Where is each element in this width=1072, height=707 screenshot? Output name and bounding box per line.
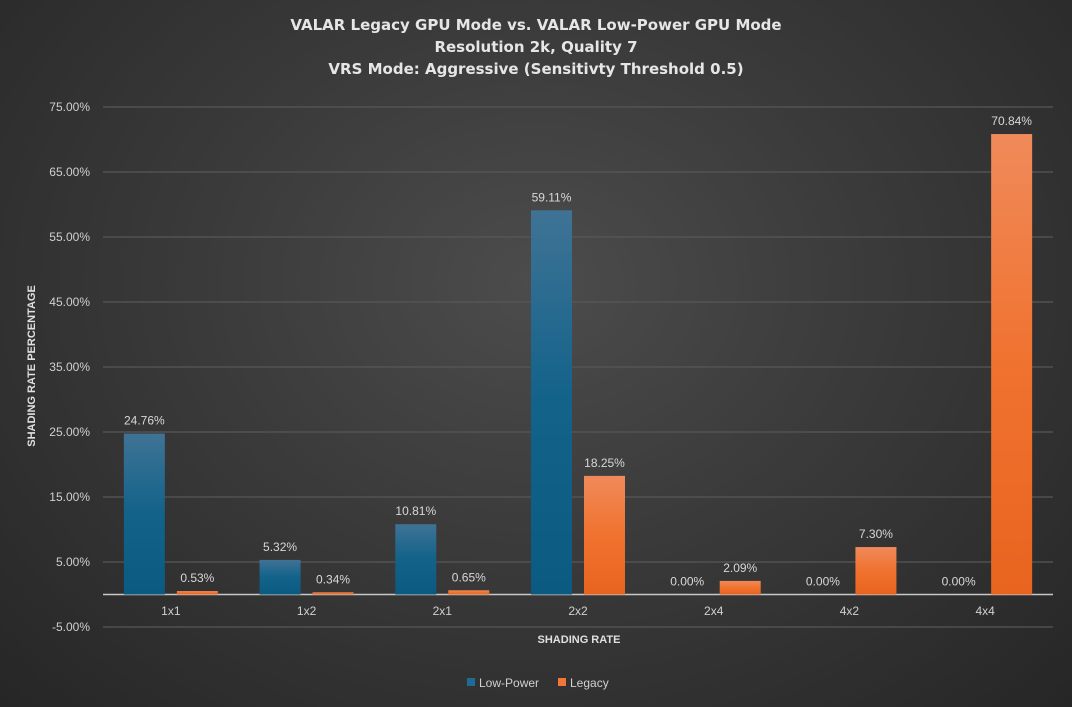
bar-legacy-4x4 (991, 134, 1033, 595)
chart-title: VALAR Legacy GPU Mode vs. VALAR Low-Powe… (290, 16, 781, 78)
x-axis-label: SHADING RATE (538, 634, 621, 646)
data-label: 0.65% (452, 570, 486, 584)
x-tick-label: 2x1 (433, 604, 453, 618)
bars: 24.76% 0.53% 5.32% 0.34% 10.81% 0.65% 59.11% 18… (123, 114, 1033, 595)
data-label: 7.30% (859, 527, 893, 541)
legend: Low-Power Legacy (467, 676, 609, 690)
legend-swatch-legacy (558, 678, 566, 686)
y-tick-label: 5.00% (56, 555, 90, 569)
data-label: 5.32% (263, 540, 297, 554)
bar-legacy-1x1 (176, 591, 218, 595)
data-label: 18.25% (584, 456, 625, 470)
legend-label: Legacy (570, 676, 609, 690)
data-label: 59.11% (532, 190, 572, 204)
bar-low-power-2x2 (531, 210, 572, 595)
bar-legacy-4x2 (855, 547, 897, 595)
y-tick-label: 25.00% (49, 425, 90, 439)
bar-legacy-2x2 (584, 475, 625, 595)
y-tick-label: 45.00% (49, 295, 90, 309)
title-line: Resolution 2k, Quality 7 (434, 38, 637, 56)
data-label: 70.84% (991, 114, 1032, 128)
title-line: VRS Mode: Aggressive (Sensitivty Thresho… (328, 60, 743, 78)
y-tick-label: 75.00% (49, 100, 90, 114)
x-tick-label: 2x4 (704, 604, 724, 618)
bar-low-power-1x2 (259, 559, 301, 595)
x-tick-label: 4x4 (975, 604, 995, 618)
data-label: 0.34% (316, 572, 350, 586)
data-label: 2.09% (723, 561, 757, 575)
legend-label: Low-Power (479, 676, 539, 690)
bar-legacy-2x4 (719, 580, 761, 595)
title-line: VALAR Legacy GPU Mode vs. VALAR Low-Powe… (290, 16, 781, 34)
gridlines: -5.00% 5.00% 15.00% 25.00% 35.00% 45.00% 55.00… (49, 100, 1053, 634)
bar-low-power-2x1 (395, 524, 437, 595)
x-tick-label: 1x2 (297, 604, 317, 618)
data-label: 0.53% (180, 571, 214, 585)
y-tick-label: 55.00% (49, 230, 90, 244)
data-label: 0.00% (806, 575, 840, 589)
data-label: 10.81% (395, 504, 436, 518)
y-tick-label: -5.00% (52, 620, 90, 634)
y-axis-label: SHADING RATE PERCENTAGE (26, 285, 38, 447)
x-tick-label: 4x2 (840, 604, 860, 618)
data-label: 24.76% (124, 414, 165, 428)
x-tick-label: 2x2 (568, 604, 588, 618)
bar-legacy-2x1 (448, 590, 490, 595)
y-tick-label: 15.00% (49, 490, 90, 504)
bar-legacy-1x2 (312, 592, 354, 595)
bar-low-power-1x1 (123, 433, 165, 595)
legend-swatch-low-power (467, 678, 475, 686)
x-tick-label: 1x1 (161, 604, 181, 618)
x-axis-ticks: 1x1 1x2 2x1 2x2 2x4 4x2 4x4 (161, 604, 995, 618)
data-label: 0.00% (670, 575, 704, 589)
y-tick-label: 35.00% (49, 360, 90, 374)
data-label: 0.00% (942, 575, 976, 589)
y-tick-label: 65.00% (49, 165, 90, 179)
